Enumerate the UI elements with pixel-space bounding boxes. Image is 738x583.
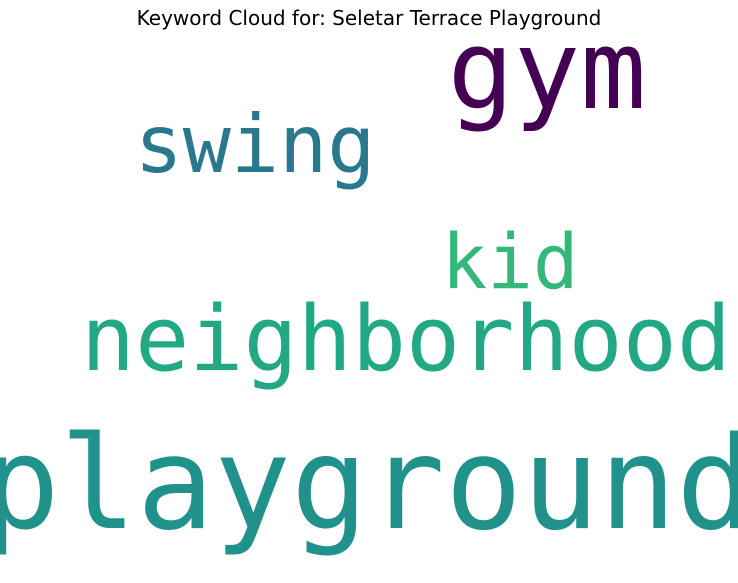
word-swing: swing xyxy=(135,98,376,191)
chart-title: Keyword Cloud for: Seletar Terrace Playg… xyxy=(136,6,602,30)
word-playground: playground xyxy=(0,410,738,559)
word-gym: gym xyxy=(448,6,647,134)
word-neighborhood: neighborhood xyxy=(81,287,731,392)
word-kid: kid xyxy=(441,217,578,306)
